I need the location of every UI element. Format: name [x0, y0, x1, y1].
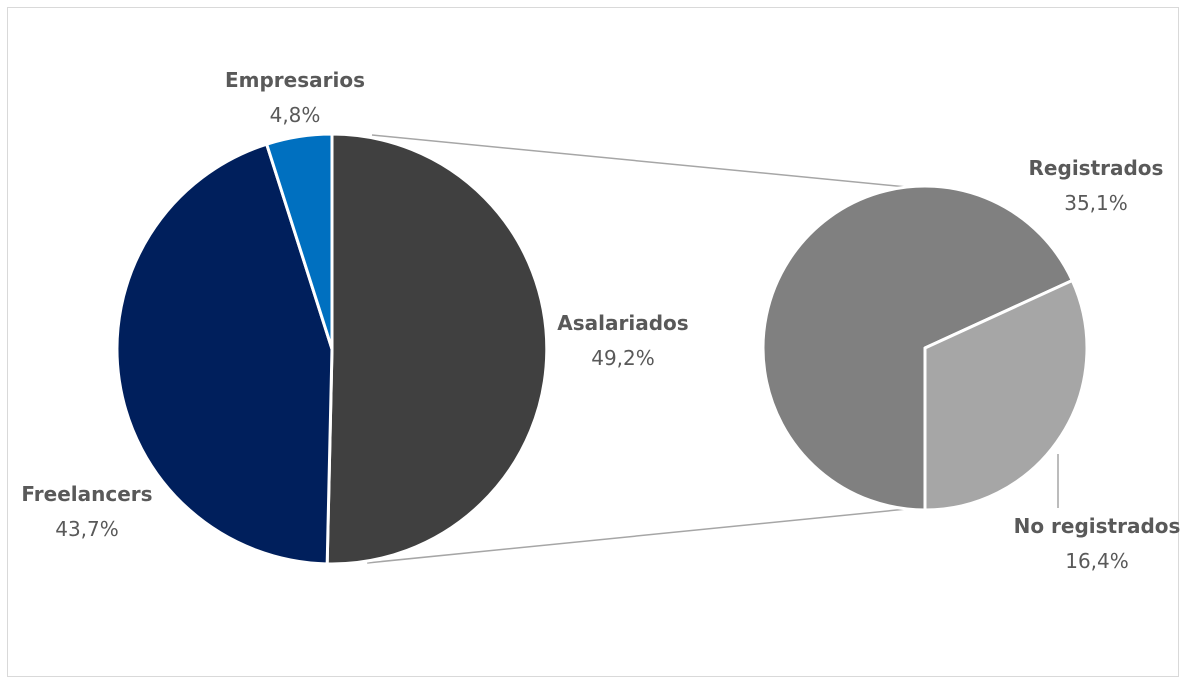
label-asalariados-name: Asalariados	[557, 311, 688, 335]
slice-registrados	[761, 184, 1074, 512]
slice-empresarios	[265, 132, 334, 351]
label-registrados-name: Registrados	[1029, 156, 1164, 180]
label-freelancers-name: Freelancers	[21, 482, 152, 506]
main-pie	[115, 132, 549, 566]
label-no-registrados-value: 16,4%	[1065, 549, 1129, 573]
slice-freelancers	[115, 142, 334, 566]
label-registrados-value: 35,1%	[1064, 191, 1128, 215]
connector-line-bottom	[367, 507, 918, 564]
label-empresarios-name: Empresarios	[225, 68, 365, 92]
connector-lines	[367, 134, 918, 564]
slice-no-registrados	[923, 278, 1089, 512]
connector-line-top	[371, 134, 918, 189]
label-freelancers-value: 43,7%	[55, 517, 119, 541]
label-asalariados-value: 49,2%	[591, 346, 655, 370]
slice-asalariados	[325, 132, 549, 566]
label-no-registrados-name: No registrados	[1014, 514, 1181, 538]
label-empresarios-value: 4,8%	[270, 103, 321, 127]
secondary-pie	[761, 184, 1089, 512]
